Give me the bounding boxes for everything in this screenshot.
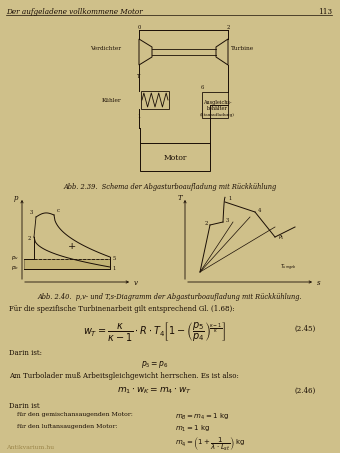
Text: Für die spezifische Turbinenarbeit gilt entsprechend Gl. (1.68):: Für die spezifische Turbinenarbeit gilt … xyxy=(9,305,235,313)
Text: 3: 3 xyxy=(226,218,230,223)
Text: 2: 2 xyxy=(27,236,31,241)
Text: T: T xyxy=(137,74,141,79)
Text: behälter: behälter xyxy=(207,106,227,111)
Text: 1: 1 xyxy=(112,266,116,271)
Text: für den gemischansaugenden Motor:: für den gemischansaugenden Motor: xyxy=(9,412,133,417)
Bar xyxy=(141,91,169,109)
Text: $m_1 = 1 \; \mathrm{kg}$: $m_1 = 1 \; \mathrm{kg}$ xyxy=(175,424,210,434)
Text: $T_{umgeb}$: $T_{umgeb}$ xyxy=(280,263,297,273)
Text: 5: 5 xyxy=(112,256,116,261)
Text: Verdichter: Verdichter xyxy=(90,47,121,52)
Text: $m_1 \cdot w_K = m_4 \cdot w_T$: $m_1 \cdot w_K = m_4 \cdot w_T$ xyxy=(117,385,193,395)
Text: v: v xyxy=(134,279,138,287)
Text: $p_u$: $p_u$ xyxy=(11,254,19,262)
Text: Abb. 2.40.  p,v- und T,s-Diagramm der Abgasturboaufladung mit Rückkühlung.: Abb. 2.40. p,v- und T,s-Diagramm der Abg… xyxy=(38,293,302,301)
Text: $P_5$: $P_5$ xyxy=(278,233,285,242)
Bar xyxy=(24,259,110,269)
Text: $p_b$: $p_b$ xyxy=(11,264,19,272)
Text: +: + xyxy=(68,242,76,251)
Text: (2.45): (2.45) xyxy=(295,325,316,333)
Text: 3: 3 xyxy=(29,210,33,215)
Text: Ausgleichs-: Ausgleichs- xyxy=(203,100,231,105)
Text: c: c xyxy=(56,208,60,213)
Text: T: T xyxy=(177,194,182,202)
Text: 2: 2 xyxy=(226,25,230,30)
Text: $m_B = m_4 = 1 \; \mathrm{kg}$: $m_B = m_4 = 1 \; \mathrm{kg}$ xyxy=(175,412,229,422)
Text: $w_T = \dfrac{\kappa}{\kappa - 1} \cdot R \cdot T_4 \left[ 1 - \left( \dfrac{p_5: $w_T = \dfrac{\kappa}{\kappa - 1} \cdot … xyxy=(83,321,227,344)
Text: Antikvarium.hu: Antikvarium.hu xyxy=(6,445,54,450)
Text: p: p xyxy=(14,194,18,202)
Text: (2.46): (2.46) xyxy=(295,387,316,395)
Text: 2: 2 xyxy=(205,221,208,226)
Bar xyxy=(140,143,210,171)
Text: Der aufgeladene vollkommene Motor: Der aufgeladene vollkommene Motor xyxy=(6,8,143,16)
Text: 0: 0 xyxy=(137,25,141,30)
Text: 1: 1 xyxy=(228,196,232,201)
Text: Kühler: Kühler xyxy=(101,97,121,102)
Text: (Stauaufladung): (Stauaufladung) xyxy=(200,113,235,117)
Text: Abb. 2.39.  Schema der Abgasturboaufladung mit Rückkühlung: Abb. 2.39. Schema der Abgasturboaufladun… xyxy=(63,183,277,191)
Text: 4: 4 xyxy=(258,208,261,213)
Text: 1: 1 xyxy=(137,114,141,119)
Text: $p_5 = p_6$: $p_5 = p_6$ xyxy=(141,359,169,370)
Text: für den luftansaugenden Motor:: für den luftansaugenden Motor: xyxy=(9,424,118,429)
Text: 6: 6 xyxy=(200,85,204,90)
Text: $m_4 = \left(1 + \dfrac{1}{\lambda \cdot L_{st}}\right) \; \mathrm{kg}$: $m_4 = \left(1 + \dfrac{1}{\lambda \cdot… xyxy=(175,436,245,453)
Text: Am Turbolader muß Arbeitsgleichgewicht herrschen. Es ist also:: Am Turbolader muß Arbeitsgleichgewicht h… xyxy=(9,372,239,380)
Text: 113: 113 xyxy=(318,8,332,16)
Text: Motor: Motor xyxy=(163,154,187,162)
Text: Darin ist: Darin ist xyxy=(9,402,40,410)
Text: Darin ist:: Darin ist: xyxy=(9,349,42,357)
Text: Turbine: Turbine xyxy=(231,47,254,52)
Bar xyxy=(202,92,228,118)
Text: s: s xyxy=(317,279,321,287)
